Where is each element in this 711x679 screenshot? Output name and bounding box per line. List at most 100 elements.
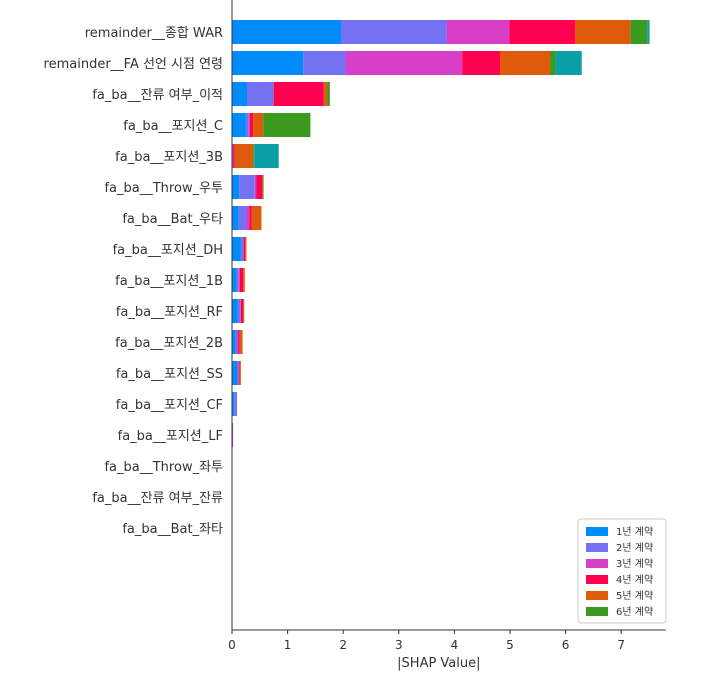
- y-tick-label: fa_ba__포지션_C: [123, 119, 223, 134]
- y-tick-label: fa_ba__포지션_CF: [116, 398, 223, 413]
- bar-segment: [238, 361, 240, 385]
- bar-segment: [253, 144, 255, 168]
- x-tick-label: 7: [617, 638, 625, 652]
- bar-segment: [232, 206, 239, 230]
- legend-swatch: [586, 591, 608, 600]
- y-tick-label: remainder__종합 WAR: [85, 26, 223, 41]
- bar-segment: [232, 268, 237, 292]
- bar-segment: [234, 144, 254, 168]
- legend-swatch: [586, 527, 608, 536]
- bar-segment: [509, 20, 576, 44]
- legend-label: 4년 계약: [616, 574, 653, 586]
- bar-segment: [232, 82, 248, 106]
- bar-segment: [238, 268, 240, 292]
- bar-segment: [232, 423, 234, 447]
- bar-segment: [232, 51, 304, 75]
- bar-segment: [323, 82, 328, 106]
- y-tick-labels: remainder__종합 WAR remainder__FA 선언 시점 연령 f…: [44, 26, 224, 537]
- x-axis-label: |SHAP Value|: [397, 656, 480, 671]
- x-tick-label: 2: [339, 638, 347, 652]
- x-tick-label: 6: [562, 638, 570, 652]
- y-tick-label: remainder__FA 선언 시점 연령: [44, 57, 223, 72]
- bar-segment: [232, 299, 238, 323]
- x-tick-label: 1: [284, 638, 292, 652]
- bar-segment: [550, 51, 556, 75]
- bar-segment: [243, 237, 246, 261]
- bar-segment: [249, 113, 254, 137]
- bar-segment: [238, 330, 240, 354]
- bar-segment: [240, 299, 244, 323]
- bar-segment: [246, 206, 250, 230]
- bar-segment: [232, 392, 235, 416]
- bar-segment: [462, 51, 500, 75]
- bar-segment: [555, 51, 582, 75]
- x-tick-label: 5: [506, 638, 514, 652]
- x-tick-label: 3: [395, 638, 403, 652]
- y-tick-label: fa_ba__Bat_좌타: [122, 522, 223, 537]
- legend-swatch: [586, 559, 608, 568]
- bar-segment: [240, 237, 244, 261]
- legend-label: 2년 계약: [616, 542, 653, 554]
- bar-segment: [327, 82, 330, 106]
- bar-segment: [232, 113, 246, 137]
- bar-segment: [233, 144, 235, 168]
- y-tick-label: fa_ba__포지션_2B: [115, 336, 223, 351]
- bar-segment: [499, 51, 551, 75]
- bar-segment: [251, 206, 262, 230]
- bar-segment: [245, 113, 249, 137]
- legend-swatch: [586, 575, 608, 584]
- bar-segment: [446, 20, 510, 44]
- bar-segment: [232, 361, 238, 385]
- y-tick-label: fa_ba__포지션_DH: [113, 243, 223, 258]
- y-tick-label: fa_ba__잔류 여부_잔류: [92, 491, 223, 506]
- bar-segment: [254, 175, 257, 199]
- y-tick-label: fa_ba__Throw_좌투: [104, 460, 223, 475]
- legend-swatch: [586, 607, 608, 616]
- bar-segment: [247, 82, 274, 106]
- y-tick-label: fa_ba__잔류 여부_이적: [92, 88, 223, 103]
- bar-segment: [237, 361, 239, 385]
- y-tick-label: fa_ba__포지션_SS: [116, 367, 223, 382]
- bar-segment: [239, 175, 255, 199]
- x-tick-label: 0: [228, 638, 236, 652]
- legend-label: 3년 계약: [616, 558, 653, 570]
- bar-segment: [340, 20, 447, 44]
- y-tick-label: fa_ba__포지션_3B: [115, 150, 223, 165]
- bar-segment: [236, 268, 239, 292]
- y-tick-label: fa_ba__Throw_우투: [104, 181, 223, 196]
- bar-segment: [239, 361, 241, 385]
- bar-segment: [237, 299, 241, 323]
- bar-segment: [345, 51, 463, 75]
- bar-segment: [273, 82, 324, 106]
- bar-segment: [256, 175, 263, 199]
- bar-segment: [237, 330, 239, 354]
- legend-label: 6년 계약: [616, 606, 653, 618]
- x-ticks: 0 1 2 3 4 5 6 7: [228, 630, 625, 652]
- y-tick-label: fa_ba__Bat_우타: [122, 212, 223, 227]
- legend-swatch: [586, 543, 608, 552]
- bars-group: [232, 20, 650, 447]
- bar-segment: [232, 330, 236, 354]
- bar-segment: [232, 20, 341, 44]
- bar-segment: [243, 299, 245, 323]
- bar-segment: [238, 206, 247, 230]
- bar-segment: [249, 206, 252, 230]
- legend-label: 5년 계약: [616, 590, 653, 602]
- bar-segment: [235, 330, 238, 354]
- bar-segment: [263, 175, 264, 199]
- y-tick-label: fa_ba__포지션_LF: [118, 429, 223, 444]
- y-tick-label: fa_ba__포지션_RF: [116, 305, 223, 320]
- bar-segment: [303, 51, 346, 75]
- bar-segment: [234, 392, 238, 416]
- bar-segment: [232, 237, 241, 261]
- bar-segment: [263, 113, 311, 137]
- y-tick-label: fa_ba__포지션_1B: [115, 274, 223, 289]
- legend: 1년 계약 2년 계약 3년 계약 4년 계약 5년 계약 6년 계약: [577, 518, 667, 624]
- bar-segment: [245, 237, 247, 261]
- bar-segment: [647, 20, 650, 44]
- bar-segment: [253, 113, 264, 137]
- bar-segment: [243, 268, 245, 292]
- x-tick-label: 4: [451, 638, 459, 652]
- bar-segment: [232, 144, 234, 168]
